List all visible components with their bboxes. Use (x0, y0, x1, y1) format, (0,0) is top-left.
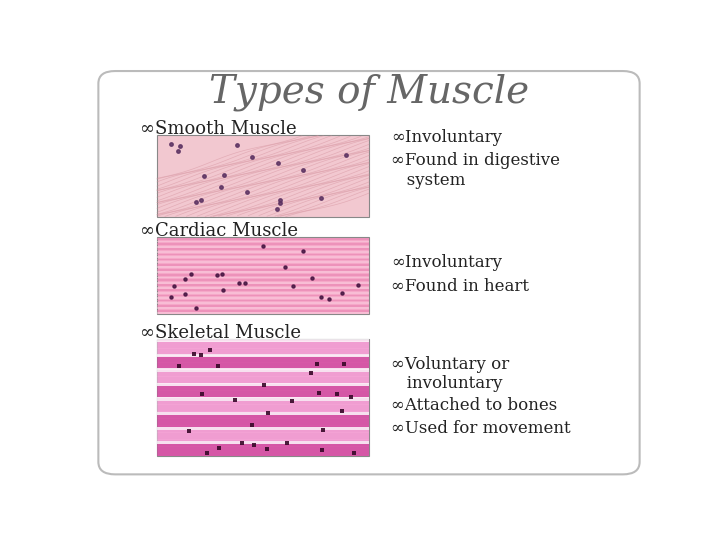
Bar (157, 427, 369, 430)
Bar (157, 287, 369, 289)
Bar (157, 307, 369, 309)
Bar (157, 256, 369, 258)
Bar (157, 279, 369, 281)
Bar (157, 264, 369, 266)
Text: ∞Smooth Muscle: ∞Smooth Muscle (140, 120, 297, 138)
Bar (157, 357, 369, 368)
Bar (157, 284, 369, 286)
Text: ∞Used for movement: ∞Used for movement (392, 420, 571, 437)
Bar (157, 261, 369, 263)
Bar (157, 136, 369, 217)
Bar (157, 300, 369, 301)
Bar (157, 415, 369, 427)
Bar (157, 246, 369, 248)
Bar (157, 282, 369, 284)
Text: ∞Skeletal Muscle: ∞Skeletal Muscle (140, 324, 301, 342)
Bar (157, 251, 369, 253)
Bar (157, 313, 369, 314)
Bar (157, 276, 369, 279)
Bar (157, 302, 369, 304)
Bar (157, 297, 369, 299)
Bar (157, 430, 369, 441)
Bar (157, 368, 369, 372)
Bar (157, 354, 369, 357)
Bar (157, 241, 369, 242)
Bar (157, 305, 369, 307)
Bar (157, 238, 369, 314)
Text: ∞Involuntary: ∞Involuntary (392, 254, 503, 271)
Bar (157, 383, 369, 386)
Bar (157, 253, 369, 255)
Bar (157, 292, 369, 294)
Bar (157, 248, 369, 250)
Bar (157, 272, 369, 273)
Text: ∞Involuntary: ∞Involuntary (392, 129, 503, 146)
Bar (157, 259, 369, 260)
Bar (157, 339, 369, 342)
Bar (157, 266, 369, 268)
Bar (157, 289, 369, 291)
Bar (157, 269, 369, 271)
Text: ∞Voluntary or
   involuntary: ∞Voluntary or involuntary (392, 356, 510, 393)
Bar (157, 243, 369, 245)
Text: ∞Found in digestive
   system: ∞Found in digestive system (392, 152, 560, 188)
Text: ∞Found in heart: ∞Found in heart (392, 278, 529, 295)
Text: ∞Attached to bones: ∞Attached to bones (392, 397, 557, 414)
Bar (157, 441, 369, 444)
Bar (157, 444, 369, 456)
Bar (157, 401, 369, 412)
Bar (157, 274, 369, 276)
Text: Types of Muscle: Types of Muscle (209, 73, 529, 111)
Bar (157, 294, 369, 296)
Bar (157, 342, 369, 354)
Bar (157, 386, 369, 397)
Bar (157, 310, 369, 312)
Bar (157, 372, 369, 383)
Bar (157, 339, 369, 456)
Text: ∞Cardiac Muscle: ∞Cardiac Muscle (140, 222, 298, 240)
Bar (157, 397, 369, 401)
Bar (157, 412, 369, 415)
FancyBboxPatch shape (99, 71, 639, 474)
Bar (157, 238, 369, 240)
